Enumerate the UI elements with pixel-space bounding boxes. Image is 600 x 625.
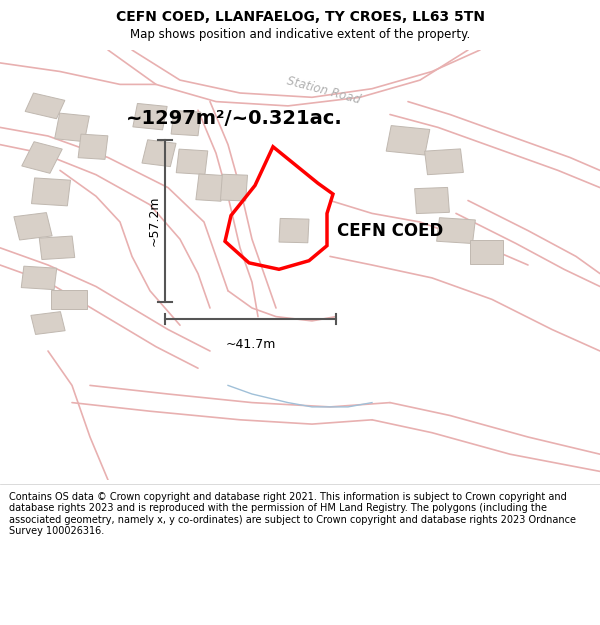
Text: ~41.7m: ~41.7m (226, 338, 275, 351)
Bar (386, 126, 430, 155)
Bar (31, 178, 71, 206)
Bar (21, 266, 57, 289)
Bar (55, 113, 89, 142)
Bar (220, 174, 248, 201)
Text: ~57.2m: ~57.2m (148, 196, 161, 246)
Text: CEFN COED: CEFN COED (337, 222, 443, 239)
Bar (22, 142, 62, 173)
Bar (51, 290, 87, 309)
Bar (78, 134, 108, 159)
Bar (142, 140, 176, 167)
Bar (425, 149, 463, 175)
Bar (14, 213, 52, 240)
Bar (31, 312, 65, 334)
Text: Station Road: Station Road (286, 75, 362, 107)
Bar (196, 174, 224, 201)
Bar (171, 111, 201, 136)
Text: CEFN COED, LLANFAELOG, TY CROES, LL63 5TN: CEFN COED, LLANFAELOG, TY CROES, LL63 5T… (115, 10, 485, 24)
Bar (25, 93, 65, 119)
Bar (437, 217, 475, 244)
Text: ~1297m²/~0.321ac.: ~1297m²/~0.321ac. (126, 109, 343, 128)
Bar (415, 188, 449, 214)
Text: Map shows position and indicative extent of the property.: Map shows position and indicative extent… (130, 28, 470, 41)
Bar (39, 236, 75, 259)
Bar (279, 218, 309, 242)
Bar (470, 240, 503, 264)
Bar (176, 149, 208, 174)
Text: Contains OS data © Crown copyright and database right 2021. This information is : Contains OS data © Crown copyright and d… (9, 492, 576, 536)
Bar (133, 104, 167, 130)
